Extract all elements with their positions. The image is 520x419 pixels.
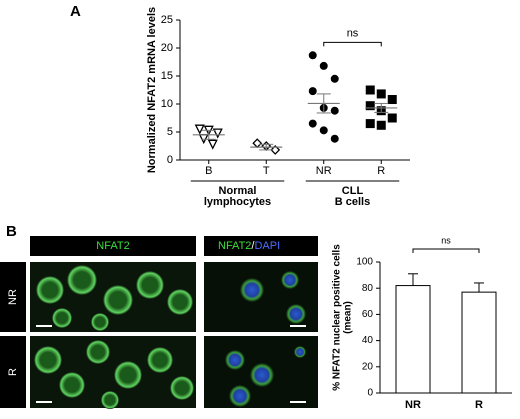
point bbox=[387, 113, 397, 123]
y-tick-label: 60 bbox=[362, 309, 374, 320]
y-tick-label: 20 bbox=[161, 42, 173, 54]
point bbox=[330, 134, 339, 143]
cell bbox=[91, 313, 109, 331]
point bbox=[270, 145, 281, 155]
annotation-bracket bbox=[412, 248, 480, 253]
row-header bbox=[0, 262, 26, 332]
y-tick-label: 10 bbox=[161, 98, 173, 110]
x-tick-label: T bbox=[263, 165, 270, 177]
group-label: CLL bbox=[342, 185, 364, 197]
cell bbox=[101, 391, 119, 409]
panel-label: A bbox=[70, 3, 81, 20]
point bbox=[330, 74, 339, 83]
y-tick-label: 0 bbox=[367, 388, 373, 399]
point bbox=[308, 51, 317, 60]
image-header bbox=[30, 236, 196, 256]
point bbox=[212, 128, 223, 139]
group-label: lymphocytes bbox=[204, 196, 271, 208]
annotation: ns bbox=[441, 235, 451, 245]
x-tick-label: NR bbox=[316, 165, 332, 177]
header-label: NFAT2 bbox=[96, 240, 129, 252]
point bbox=[330, 106, 339, 115]
cell bbox=[250, 363, 274, 387]
point bbox=[387, 95, 397, 105]
cell bbox=[67, 265, 97, 295]
point bbox=[308, 119, 317, 128]
point bbox=[319, 61, 328, 70]
header-green: NFAT2 bbox=[218, 240, 251, 252]
bar bbox=[461, 291, 497, 394]
group-label: B cells bbox=[335, 196, 370, 208]
cell bbox=[34, 346, 62, 374]
y-tick-label: 80 bbox=[362, 283, 374, 294]
cell bbox=[240, 278, 264, 302]
y-tick-label: 100 bbox=[356, 257, 373, 268]
cell bbox=[281, 271, 299, 289]
y-tick-label: 20 bbox=[362, 361, 374, 372]
cell bbox=[52, 308, 72, 328]
point bbox=[252, 138, 263, 149]
point bbox=[376, 120, 386, 130]
cell bbox=[167, 289, 193, 315]
point bbox=[376, 89, 386, 99]
cell bbox=[36, 276, 64, 304]
cell bbox=[114, 361, 142, 389]
bar bbox=[395, 285, 431, 394]
point bbox=[365, 85, 375, 95]
header-blue: DAPI bbox=[254, 240, 280, 252]
annotation: ns bbox=[347, 27, 359, 39]
header-slash: / bbox=[251, 240, 255, 252]
cell bbox=[294, 346, 306, 358]
panel-label: B bbox=[6, 223, 17, 240]
x-tick-label: R bbox=[475, 399, 483, 411]
annotation-bracket bbox=[323, 41, 382, 47]
x-tick-label: R bbox=[377, 165, 385, 177]
point bbox=[198, 134, 209, 145]
x-tick-label: B bbox=[205, 165, 212, 177]
row-label: NR bbox=[7, 289, 19, 305]
y-axis-label: Normalized NFAT2 mRNA levels bbox=[146, 7, 158, 173]
cell bbox=[170, 376, 194, 400]
micrographs: NFAT2 NFAT2/DAPI NR R bbox=[0, 236, 318, 409]
point bbox=[365, 101, 375, 111]
cell bbox=[103, 285, 133, 315]
cell bbox=[286, 304, 306, 324]
point bbox=[194, 124, 205, 135]
point bbox=[308, 87, 317, 96]
cell bbox=[86, 340, 110, 364]
point bbox=[207, 139, 218, 150]
y-tick-label: 40 bbox=[362, 335, 374, 346]
row-header bbox=[0, 336, 26, 408]
cell bbox=[225, 350, 245, 370]
point bbox=[319, 126, 328, 135]
cell bbox=[147, 347, 173, 373]
image-header bbox=[204, 236, 318, 256]
x-tick-label: NR bbox=[405, 399, 421, 411]
cell bbox=[136, 271, 164, 299]
y-tick-label: 25 bbox=[161, 14, 173, 26]
y-tick-label: 5 bbox=[167, 126, 173, 138]
y-axis-label: (mean) bbox=[343, 301, 354, 334]
header-label: NFAT2/DAPI bbox=[218, 240, 280, 252]
cell bbox=[59, 372, 85, 398]
y-tick-label: 15 bbox=[161, 70, 173, 82]
y-tick-label: 0 bbox=[167, 154, 173, 166]
y-axis-label: % NFAT2 nuclear positive cells bbox=[332, 244, 343, 391]
cell bbox=[229, 385, 251, 407]
point bbox=[365, 119, 375, 129]
row-label: R bbox=[7, 368, 19, 376]
group-label: Normal bbox=[219, 185, 257, 197]
